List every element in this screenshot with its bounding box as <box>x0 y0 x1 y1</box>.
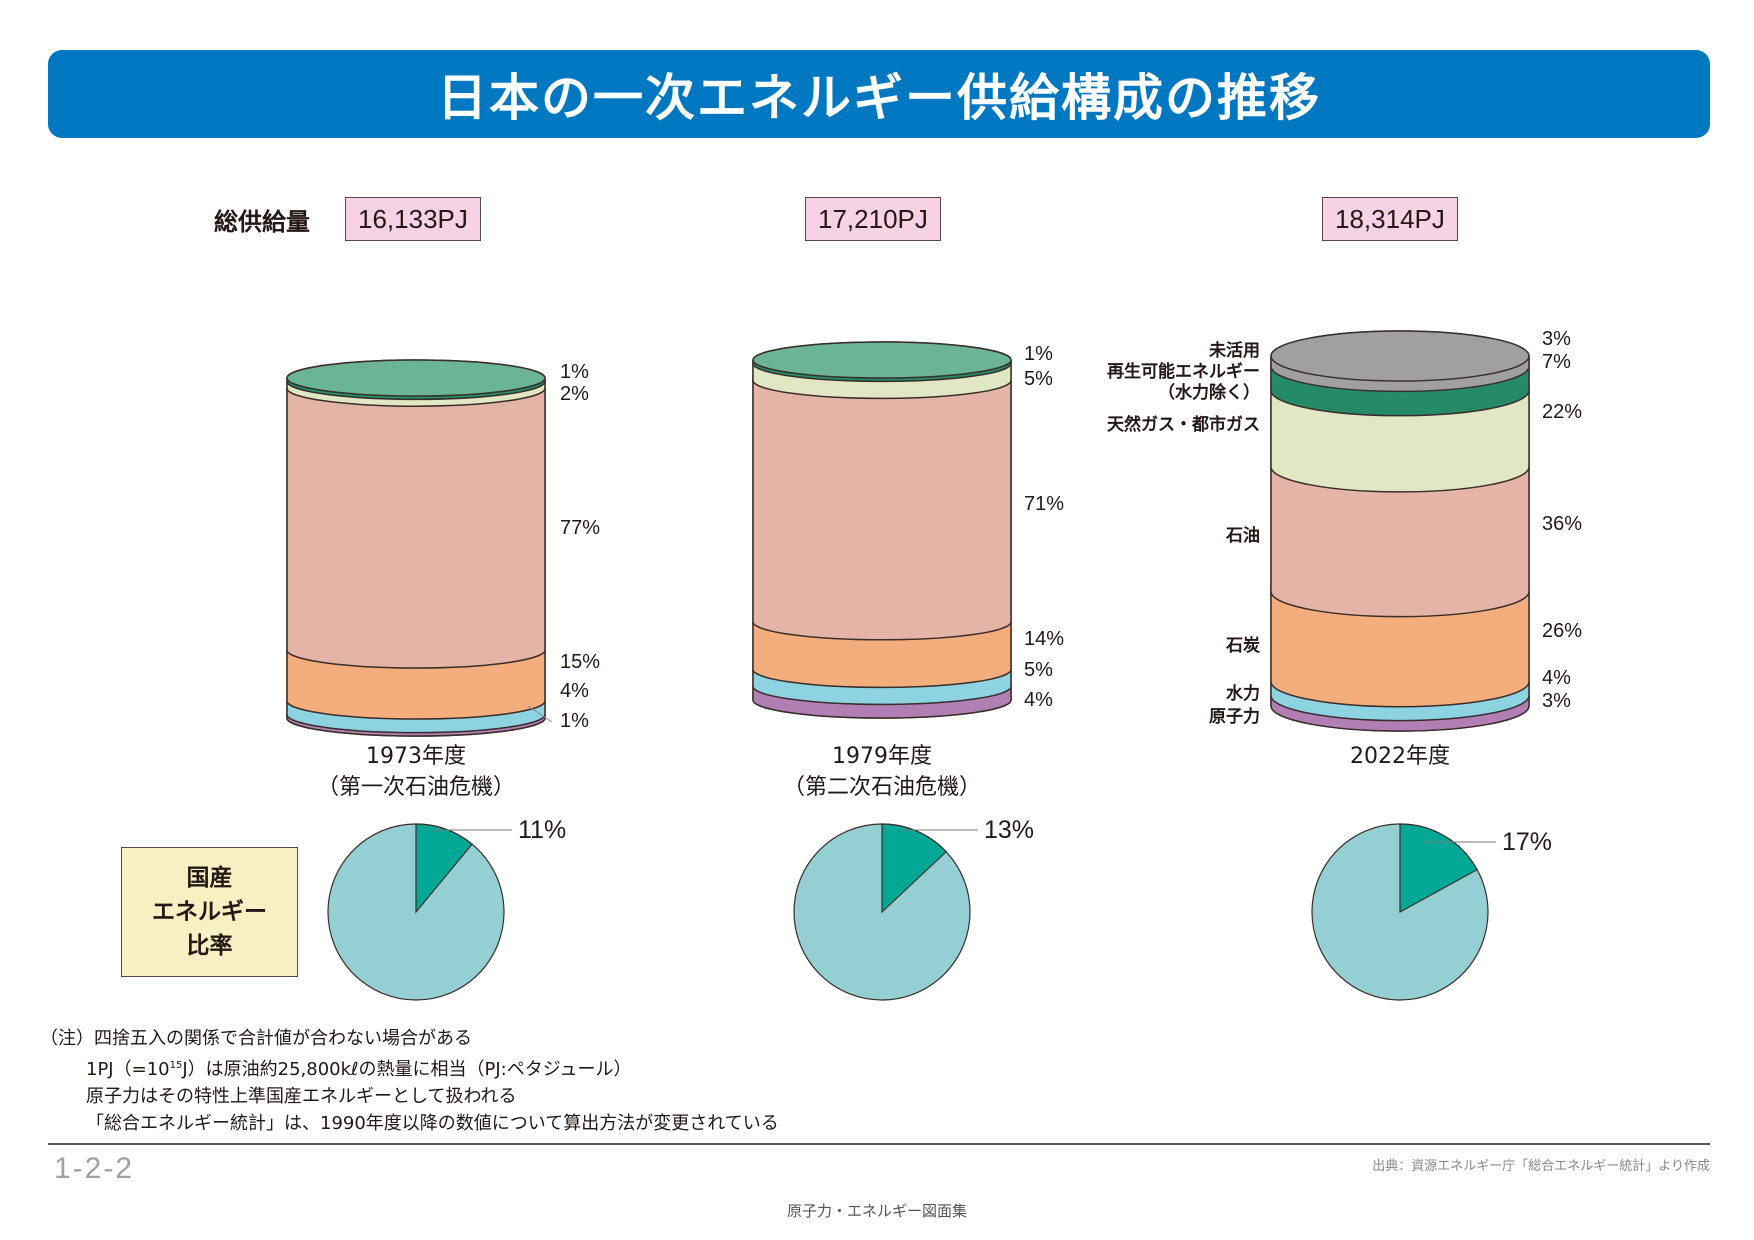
category-label-oil: 石油 <box>1225 525 1260 546</box>
cylinder-1973: 1%4%15%77%2%1% <box>286 359 600 737</box>
total-supply-2022: 18,314PJ <box>1322 197 1458 241</box>
note-line-4: 「総合エネルギー統計」は、1990年度以降の数値について算出方法が変更されている <box>86 1113 779 1134</box>
category-label-gas: 天然ガス・都市ガス <box>1107 414 1260 435</box>
notes: （注）四捨五入の関係で合計値が合わない場合がある 1PJ（=1015J）は原油約… <box>40 1025 779 1137</box>
total-supply-1979: 17,210PJ <box>805 197 941 241</box>
page-number: 1-2-2 <box>54 1152 135 1185</box>
note-line-2-sup: 15 <box>169 1060 183 1071</box>
pie-domestic-1 <box>881 823 947 914</box>
pct-label-hydro: 4% <box>1542 667 1571 689</box>
pct-label-oil: 71% <box>1024 493 1064 515</box>
domestic-ratio-pies: 11% 13% 17% <box>327 816 1552 1001</box>
page-title: 日本の一次エネルギー供給構成の推移 <box>437 69 1321 127</box>
note-line-3: 原子力はその特性上準国産エネルギーとして扱われる <box>86 1086 517 1107</box>
segment-front-oil <box>752 361 1012 641</box>
pct-label-gas: 5% <box>1024 368 1053 390</box>
year-label-1973: 1973年度 <box>366 744 466 769</box>
note-line-1: （注）四捨五入の関係で合計値が合わない場合がある <box>40 1028 472 1049</box>
pct-label-renewable: 1% <box>1024 343 1053 365</box>
pct-label-renewable: 1% <box>560 361 589 383</box>
cylinder-top <box>1270 330 1530 382</box>
pie-label-2: 17% <box>1502 828 1552 856</box>
segment-front-oil <box>286 369 546 669</box>
pct-label-coal: 26% <box>1542 620 1582 642</box>
pct-label-nuclear: 1% <box>560 710 589 732</box>
ratio-box-line1: 国産 <box>186 865 233 891</box>
year-label-1979: 1979年度 <box>832 744 932 769</box>
pie-domestic-0 <box>415 823 473 914</box>
pct-label-gas: 22% <box>1542 401 1582 423</box>
pct-label-renewable: 7% <box>1542 351 1571 373</box>
pie-label-0: 11% <box>518 816 566 844</box>
domestic-ratio-legend-box: 国産 エネルギー 比率 <box>121 847 298 977</box>
category-label-hydro: 水力 <box>1226 683 1260 704</box>
category-label-renewable-note: （水力除く） <box>1158 382 1260 403</box>
year-note-1973: （第一次石油危機） <box>317 775 515 800</box>
pie-domestic-2 <box>1399 823 1478 914</box>
pct-label-nuclear: 3% <box>1542 690 1571 712</box>
cylinder-1979: 4% 5% 14% 71% 5% 1% <box>752 341 1064 719</box>
pct-label-coal: 15% <box>560 651 600 673</box>
pct-label-oil: 36% <box>1542 513 1582 535</box>
leader-line-nuclear <box>527 705 553 723</box>
category-label-unused: 未活用 <box>1208 340 1260 361</box>
pct-label-hydro: 5% <box>1024 659 1053 681</box>
pct-label-oil: 77% <box>560 517 600 539</box>
footer-divider <box>48 1143 1710 1145</box>
source-credit: 出典：資源エネルギー庁「総合エネルギー統計」より作成 <box>1372 1159 1710 1174</box>
pct-label-gas: 2% <box>560 383 589 405</box>
category-label-nuclear: 原子力 <box>1209 706 1260 727</box>
pct-label-nuclear: 4% <box>1024 689 1053 711</box>
category-label-coal: 石炭 <box>1225 635 1260 656</box>
total-supply-1973: 16,133PJ <box>345 197 481 241</box>
title-banner: 日本の一次エネルギー供給構成の推移 <box>48 50 1710 138</box>
cylinder-top <box>752 341 1012 379</box>
total-supply-label: 総供給量 <box>214 208 310 236</box>
note-line-2-post: J）は原油約25,800kℓの熱量に相当（PJ:ペタジュール） <box>182 1059 632 1080</box>
footer-title: 原子力・エネルギー図面集 <box>786 1202 967 1220</box>
ratio-box-line2: エネルギー <box>152 899 267 925</box>
note-line-2-pre: 1PJ（=10 <box>86 1059 170 1080</box>
pie-label-1: 13% <box>984 816 1034 844</box>
pct-label-coal: 14% <box>1024 628 1064 650</box>
pct-label-hydro: 4% <box>560 680 589 702</box>
year-label-2022: 2022年度 <box>1350 744 1450 769</box>
cylinder-top <box>286 359 546 397</box>
cylinder-2022: 3%4%26%36%22%7%3% <box>1270 328 1582 732</box>
pct-label-unused: 3% <box>1542 328 1571 350</box>
year-note-1979: （第二次石油危機） <box>783 775 981 800</box>
ratio-box-line3: 比率 <box>186 933 233 959</box>
note-line-2: 1PJ（=1015J）は原油約25,800kℓの熱量に相当（PJ:ペタジュール） <box>40 1052 779 1083</box>
category-label-renewable: 再生可能エネルギー <box>1107 361 1260 382</box>
